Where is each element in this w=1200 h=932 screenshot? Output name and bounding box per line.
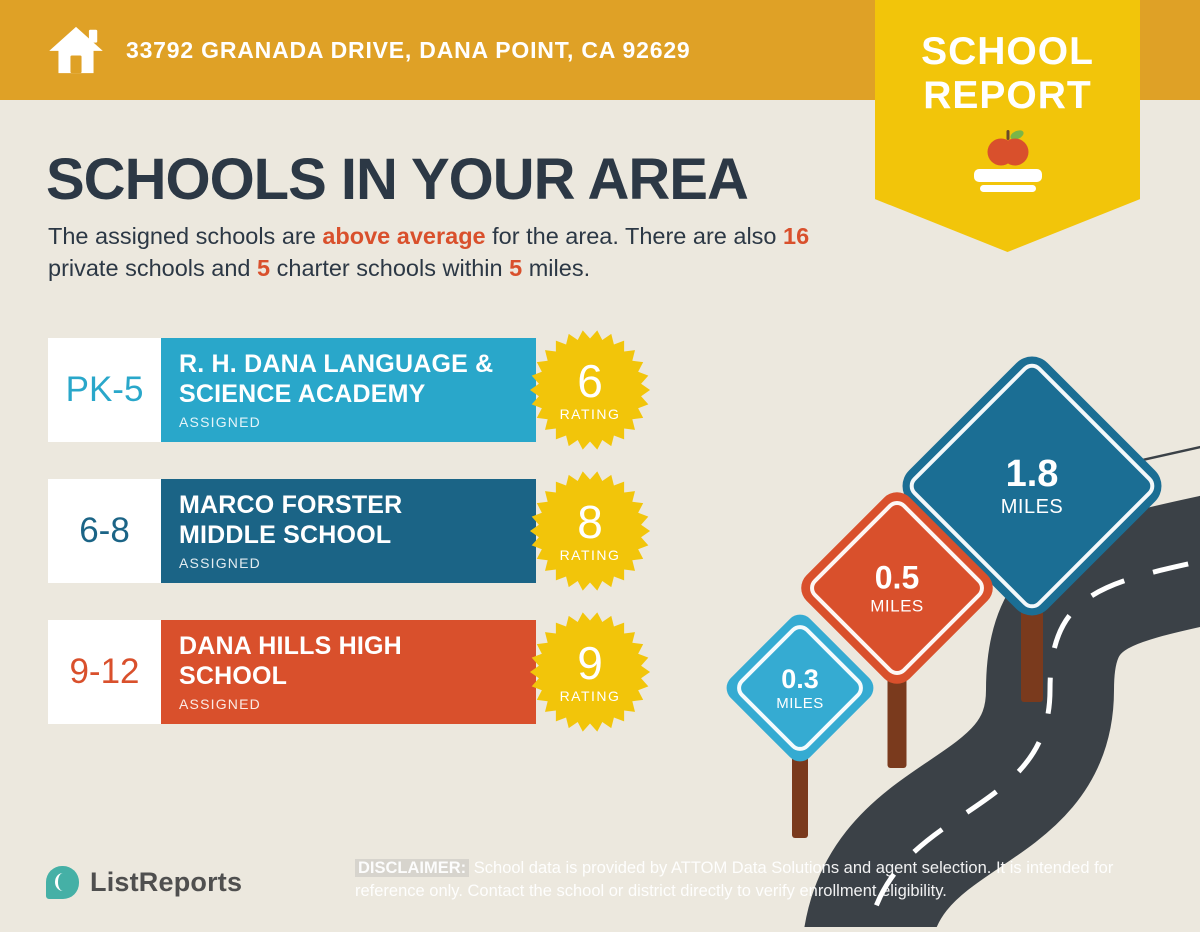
- grade-range: 9-12: [48, 620, 161, 724]
- school-row: PK-5 R. H. DANA LANGUAGE & SCIENCE ACADE…: [48, 330, 708, 450]
- school-name: R. H. DANA LANGUAGE & SCIENCE ACADEMY: [179, 350, 494, 408]
- school-report-badge: SCHOOL REPORT: [875, 0, 1140, 252]
- subtitle-highlight: 5: [257, 255, 271, 282]
- miles-label: MILES: [870, 596, 924, 616]
- subtitle-text: private schools and: [48, 255, 258, 282]
- starburst-icon: [529, 471, 651, 591]
- listreports-logo: ListReports: [46, 866, 242, 899]
- school-bar: DANA HILLS HIGH SCHOOL ASSIGNED: [161, 620, 536, 724]
- school-row: 9-12 DANA HILLS HIGH SCHOOL ASSIGNED 9 R…: [48, 612, 708, 732]
- grade-range: 6-8: [48, 479, 161, 583]
- miles-label: MILES: [776, 695, 824, 712]
- subtitle-text: miles.: [522, 255, 591, 282]
- subtitle-text: charter schools within: [270, 255, 510, 282]
- home-icon: [49, 26, 103, 74]
- rating-badge: 8 RATING: [529, 470, 651, 592]
- schools-list: PK-5 R. H. DANA LANGUAGE & SCIENCE ACADE…: [48, 330, 708, 761]
- school-row: 6-8 MARCO FORSTER MIDDLE SCHOOL ASSIGNED…: [48, 471, 708, 591]
- school-name: MARCO FORSTER MIDDLE SCHOOL: [179, 491, 403, 549]
- brand-name: ListReports: [90, 867, 243, 897]
- subtitle-highlight: above average: [322, 223, 486, 249]
- rating-badge: 6 RATING: [529, 329, 651, 451]
- subtitle-highlight: 5: [509, 255, 523, 282]
- rating-value: 6: [577, 355, 603, 407]
- distance-value: 0.3: [781, 664, 819, 694]
- rating-label: RATING: [559, 688, 621, 704]
- badge-title-line2: REPORT: [923, 73, 1092, 117]
- page-title: SCHOOLS IN YOUR AREA: [46, 147, 749, 212]
- subtitle-text: for the area. There are also: [485, 223, 784, 249]
- rating-badge: 9 RATING: [529, 611, 651, 733]
- apple-book-icon: [973, 130, 1042, 193]
- property-address: 33792 GRANADA DRIVE, DANA POINT, CA 9262…: [126, 36, 691, 63]
- grade-range: PK-5: [48, 338, 161, 442]
- road-illustration: 1.8 MILES 0.5 MILES 0.3 MILES: [680, 347, 1200, 932]
- road-centerline: [866, 558, 1200, 932]
- school-bar: R. H. DANA LANGUAGE & SCIENCE ACADEMY AS…: [161, 338, 536, 442]
- miles-label: MILES: [1000, 496, 1064, 518]
- disclaimer-text: School data is provided by ATTOM Data So…: [355, 859, 1114, 901]
- school-name: DANA HILLS HIGH SCHOOL: [179, 632, 402, 690]
- assigned-label: ASSIGNED: [179, 696, 261, 712]
- leaf-icon: [46, 866, 79, 899]
- disclaimer-label: DISCLAIMER:: [355, 859, 470, 878]
- starburst-icon: [529, 612, 651, 732]
- subtitle-highlight: 16: [783, 223, 810, 249]
- assigned-label: ASSIGNED: [179, 414, 261, 430]
- rating-value: 8: [577, 496, 603, 548]
- starburst-icon: [529, 330, 651, 450]
- rating-value: 9: [577, 637, 603, 689]
- assigned-label: ASSIGNED: [179, 555, 261, 571]
- subtitle-text: The assigned schools are: [48, 223, 323, 249]
- subtitle: The assigned schools are above average f…: [48, 220, 838, 284]
- disclaimer: DISCLAIMER: School data is provided by A…: [355, 857, 1135, 903]
- distance-value: 0.5: [874, 559, 920, 596]
- badge-title-line1: SCHOOL: [921, 30, 1094, 73]
- rating-label: RATING: [559, 406, 621, 422]
- rating-label: RATING: [559, 547, 621, 563]
- school-bar: MARCO FORSTER MIDDLE SCHOOL ASSIGNED: [161, 479, 536, 583]
- distance-value: 1.8: [1005, 453, 1059, 495]
